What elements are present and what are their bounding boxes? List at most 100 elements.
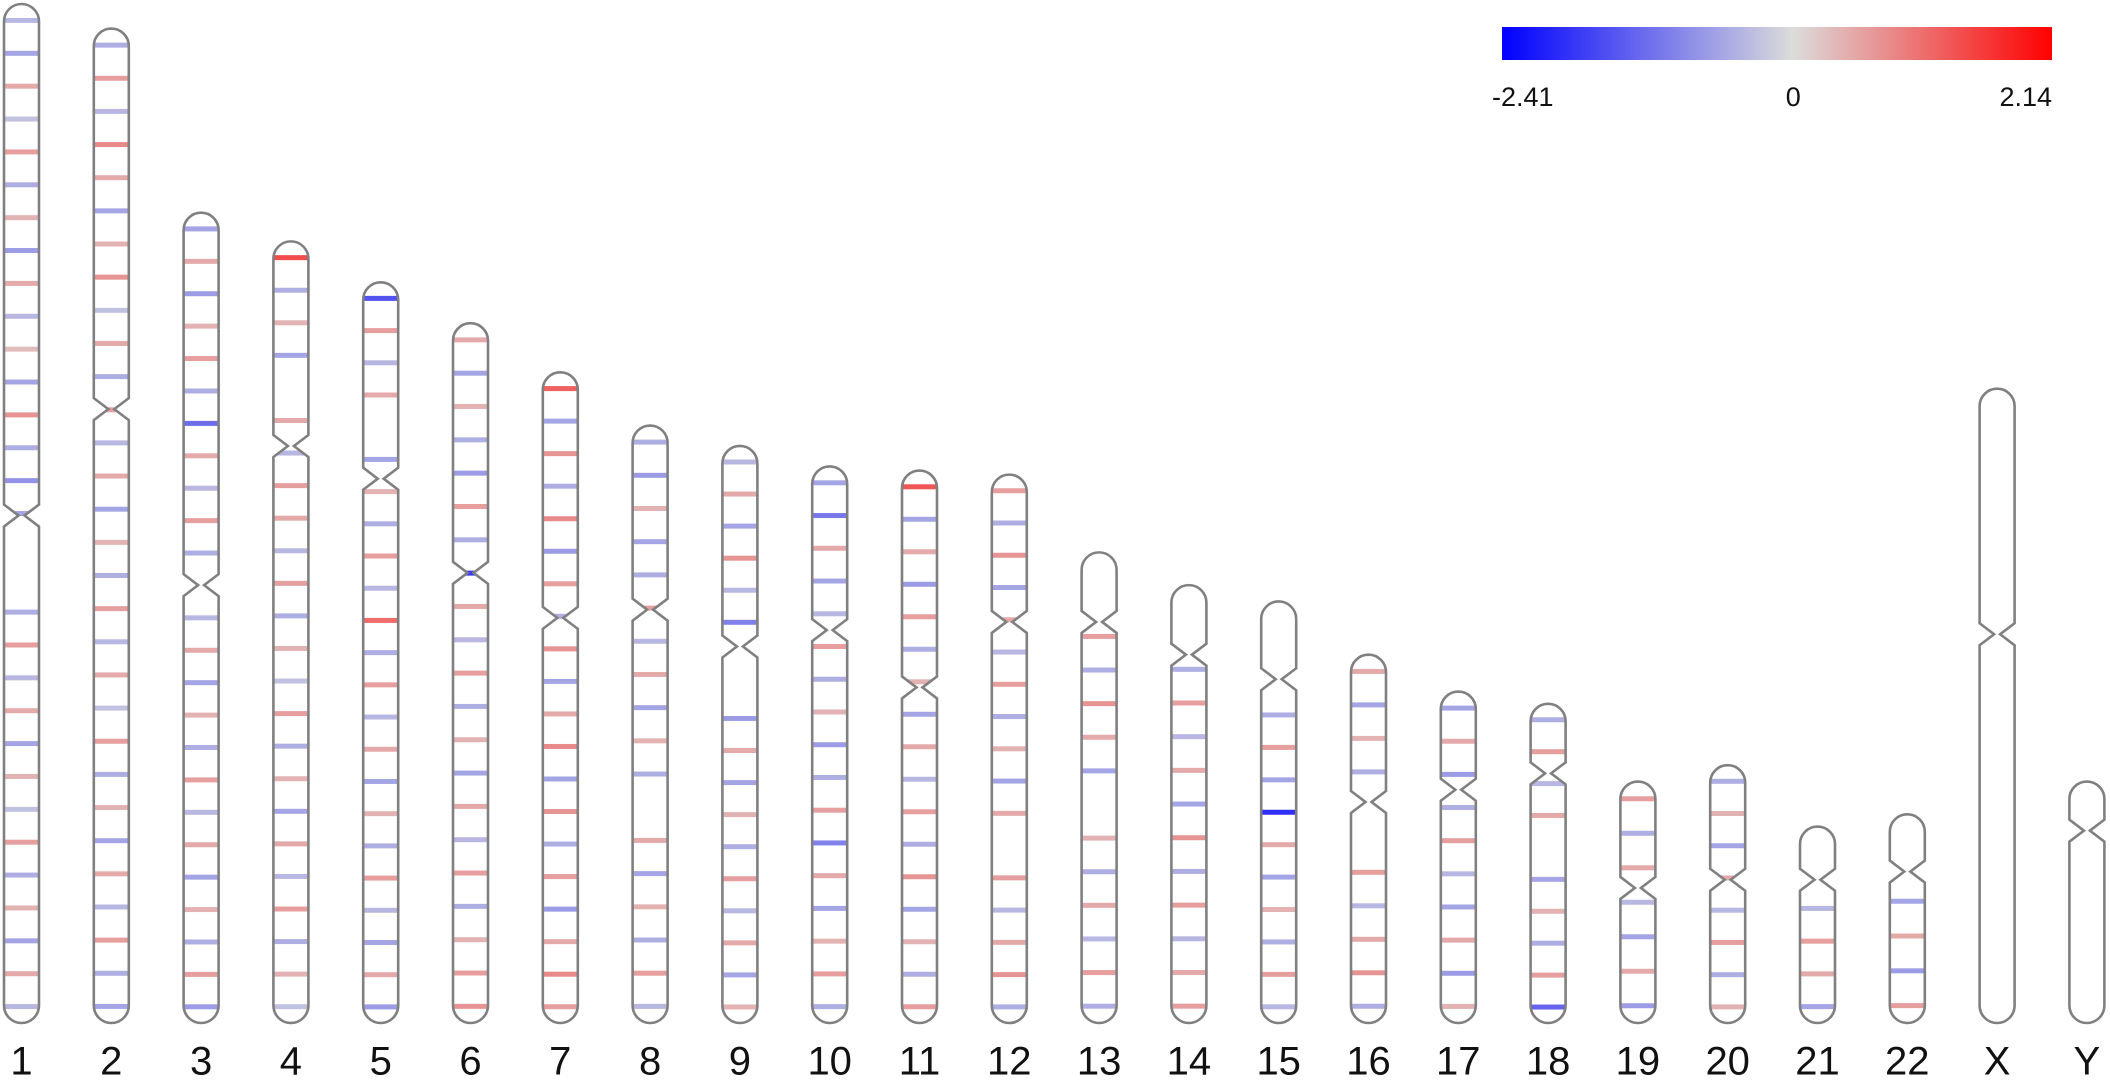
band (273, 548, 309, 554)
band (363, 456, 399, 462)
band (4, 313, 39, 319)
band (273, 743, 309, 749)
bands (1889, 898, 1925, 1009)
band (453, 703, 488, 709)
chromosome-body (273, 241, 309, 1023)
chromosome-body (1710, 765, 1746, 1023)
chromosome-body (542, 372, 578, 1024)
band (93, 340, 129, 346)
band (812, 905, 848, 911)
band (1889, 933, 1925, 939)
band (4, 346, 39, 352)
band (183, 939, 219, 945)
chromosome-label: 1 (10, 1040, 32, 1084)
band (453, 937, 488, 943)
band (812, 807, 848, 813)
band (1261, 907, 1297, 913)
band (183, 323, 219, 329)
colorbar-label: -2.41 (1492, 82, 1554, 112)
chromosome-body (1979, 388, 2015, 1023)
band (991, 520, 1027, 526)
band (632, 738, 668, 744)
bands (632, 439, 668, 1009)
bands (991, 488, 1027, 1010)
chromosome-outline (1708, 763, 1747, 1025)
chromosome-outline (721, 444, 759, 1025)
band (1081, 701, 1117, 707)
band (93, 672, 129, 678)
band (4, 609, 39, 615)
band (363, 875, 399, 881)
band (453, 837, 488, 843)
band (902, 581, 937, 587)
band (722, 844, 758, 850)
band (453, 437, 488, 443)
band (1440, 738, 1476, 744)
band (1171, 734, 1207, 740)
band (722, 780, 758, 786)
band (1081, 734, 1117, 740)
band (183, 550, 219, 556)
band (722, 619, 758, 625)
band (93, 639, 129, 645)
band (4, 50, 39, 56)
chromosome-label: 20 (1705, 1040, 1750, 1084)
band (1171, 700, 1207, 706)
band (273, 873, 309, 879)
band (1889, 968, 1925, 974)
chromosome-label: 21 (1795, 1040, 1840, 1084)
chromosome-body (722, 445, 758, 1023)
band (1710, 1004, 1746, 1010)
band (453, 903, 488, 909)
band (183, 420, 219, 426)
band (991, 907, 1027, 913)
band (1081, 970, 1117, 976)
band (1530, 813, 1566, 819)
band (363, 714, 399, 720)
band (93, 838, 129, 844)
band (632, 871, 668, 877)
band (363, 650, 399, 656)
band (363, 489, 399, 495)
band (93, 108, 129, 114)
band (542, 678, 578, 684)
band (722, 715, 758, 721)
bands (1171, 666, 1207, 1009)
band (1440, 1003, 1476, 1009)
band (363, 392, 399, 398)
band (93, 705, 129, 711)
chromosome-outline (990, 473, 1029, 1025)
band (273, 417, 309, 423)
band (632, 472, 668, 478)
band (632, 439, 668, 445)
band (542, 418, 578, 424)
band (273, 580, 309, 586)
band (542, 874, 578, 880)
band (902, 1004, 937, 1010)
band (902, 744, 937, 750)
band (542, 776, 578, 782)
chromosome-outline (1529, 702, 1567, 1025)
band (1351, 936, 1386, 942)
band (1800, 938, 1835, 944)
band (1440, 838, 1476, 844)
chromosome-body (1081, 552, 1117, 1023)
chromosome-outline (1888, 812, 1927, 1025)
band (1440, 805, 1476, 811)
chromosome-outline (451, 321, 490, 1025)
band (363, 617, 399, 623)
band (4, 905, 39, 911)
band (453, 603, 488, 609)
chromosome-outline (1349, 653, 1388, 1025)
chromosome-label: 22 (1885, 1040, 1930, 1084)
band (363, 360, 399, 366)
band (812, 578, 848, 584)
band (273, 1004, 309, 1010)
band (1261, 1004, 1297, 1010)
band (1171, 835, 1207, 841)
band (991, 746, 1027, 752)
band (4, 83, 39, 89)
band (4, 642, 39, 648)
band (902, 776, 937, 782)
band (4, 215, 39, 221)
